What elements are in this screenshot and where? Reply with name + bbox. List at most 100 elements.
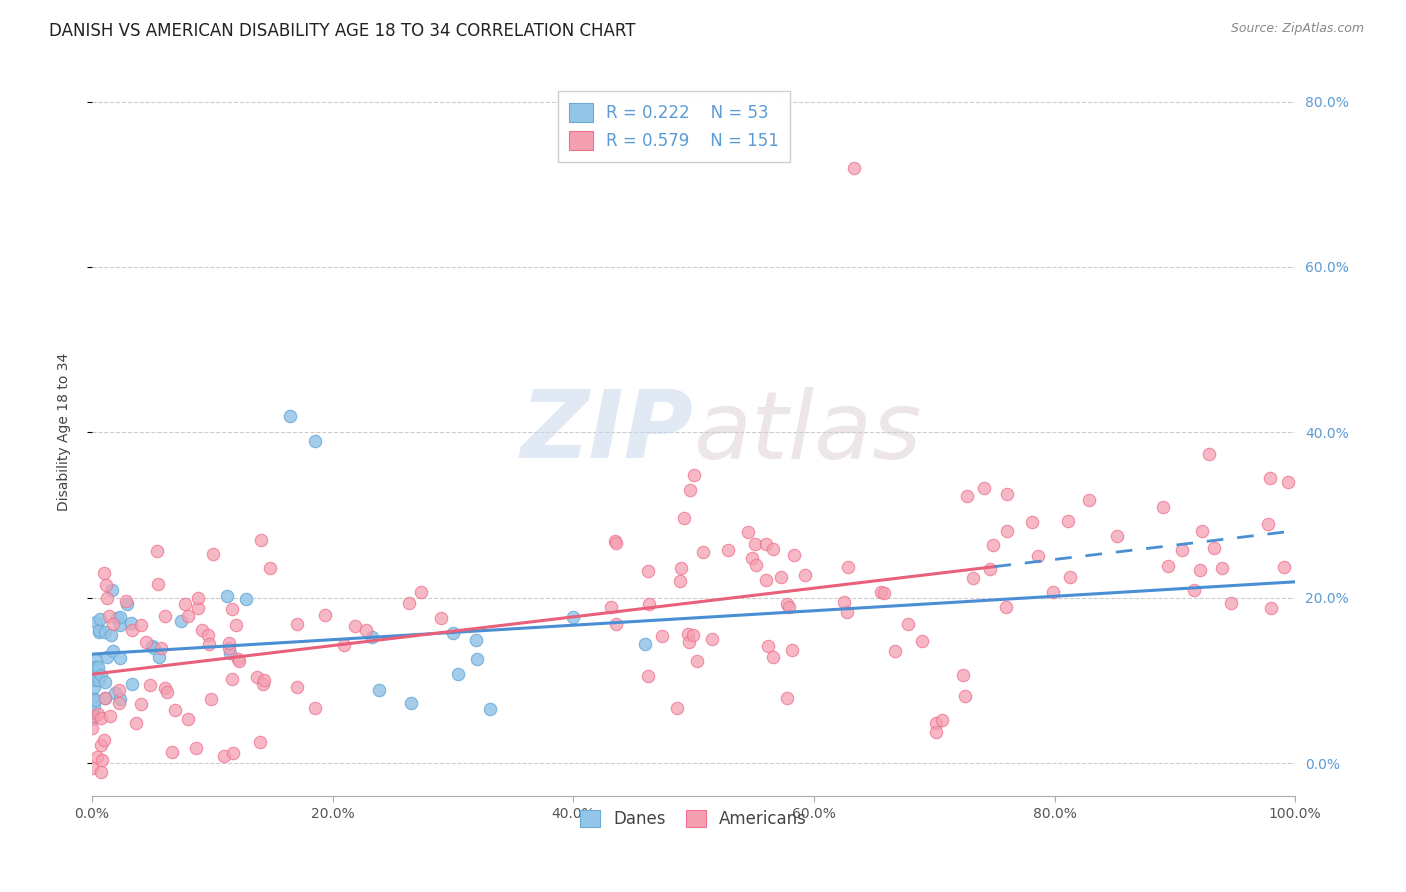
Point xyxy=(669,574,692,588)
Point xyxy=(197,628,219,642)
Point xyxy=(672,510,695,524)
Point xyxy=(190,623,212,637)
Point xyxy=(235,591,257,606)
Point xyxy=(399,696,422,710)
Point xyxy=(1182,583,1205,598)
Point xyxy=(447,666,470,681)
Point xyxy=(682,628,704,642)
Point xyxy=(368,683,391,698)
Point xyxy=(105,610,128,624)
Point xyxy=(600,599,623,614)
Point xyxy=(84,615,107,630)
Point xyxy=(94,691,117,706)
Point xyxy=(953,689,976,703)
Point xyxy=(925,725,948,739)
Point xyxy=(98,608,121,623)
Point xyxy=(676,627,699,641)
Text: atlas: atlas xyxy=(693,387,922,478)
Point xyxy=(398,596,420,610)
Point xyxy=(160,745,183,759)
Point xyxy=(1157,558,1180,573)
Point xyxy=(93,690,115,705)
Point xyxy=(222,746,245,760)
Point xyxy=(465,652,488,666)
Point xyxy=(170,614,193,628)
Point xyxy=(1059,569,1081,583)
Point xyxy=(409,584,432,599)
Point xyxy=(979,561,1001,575)
Point xyxy=(605,616,627,631)
Point xyxy=(605,533,627,548)
Point xyxy=(314,608,336,623)
Point xyxy=(285,681,308,695)
Point xyxy=(177,712,200,726)
Point xyxy=(741,551,763,566)
Point xyxy=(93,566,115,581)
Point xyxy=(1198,447,1220,461)
Point xyxy=(770,570,793,584)
Point xyxy=(84,673,107,688)
Point xyxy=(1257,517,1279,532)
Point xyxy=(1021,516,1043,530)
Point xyxy=(1077,492,1099,507)
Point xyxy=(225,618,247,632)
Point xyxy=(776,597,799,611)
Point xyxy=(952,668,974,682)
Point xyxy=(107,696,129,710)
Point xyxy=(86,659,108,673)
Point xyxy=(87,707,110,722)
Point xyxy=(562,610,585,624)
Point xyxy=(259,560,281,574)
Point xyxy=(165,703,187,717)
Point xyxy=(80,712,103,726)
Point xyxy=(221,602,243,616)
Point xyxy=(148,649,170,664)
Point xyxy=(360,631,382,645)
Point xyxy=(108,651,131,665)
Point xyxy=(1277,475,1299,490)
Point xyxy=(842,161,865,175)
Point xyxy=(155,685,177,699)
Point xyxy=(174,598,197,612)
Point xyxy=(101,644,124,658)
Point xyxy=(344,619,367,633)
Point xyxy=(91,753,114,767)
Point xyxy=(82,721,104,735)
Point xyxy=(962,571,984,585)
Point xyxy=(304,434,326,448)
Point xyxy=(1258,471,1281,485)
Point xyxy=(354,624,377,638)
Point xyxy=(956,489,979,503)
Point xyxy=(1202,541,1225,555)
Point xyxy=(84,693,107,707)
Point xyxy=(84,653,107,667)
Point xyxy=(177,609,200,624)
Point xyxy=(93,733,115,747)
Point xyxy=(479,702,502,716)
Point xyxy=(90,765,112,780)
Point xyxy=(90,711,112,725)
Point xyxy=(153,609,176,624)
Point xyxy=(776,690,799,705)
Point xyxy=(135,634,157,648)
Point xyxy=(90,738,112,752)
Point xyxy=(89,612,111,626)
Text: ZIP: ZIP xyxy=(520,386,693,478)
Point xyxy=(678,634,700,648)
Point xyxy=(430,611,453,625)
Point xyxy=(634,637,657,651)
Point xyxy=(873,586,896,600)
Point xyxy=(104,686,127,700)
Point xyxy=(219,646,242,660)
Point xyxy=(897,617,920,632)
Point xyxy=(94,674,117,689)
Point xyxy=(911,633,934,648)
Point xyxy=(186,741,208,756)
Point xyxy=(285,617,308,632)
Point xyxy=(94,578,117,592)
Point xyxy=(744,537,766,551)
Point xyxy=(187,600,209,615)
Point xyxy=(651,629,673,643)
Point xyxy=(87,624,110,639)
Point xyxy=(82,709,104,723)
